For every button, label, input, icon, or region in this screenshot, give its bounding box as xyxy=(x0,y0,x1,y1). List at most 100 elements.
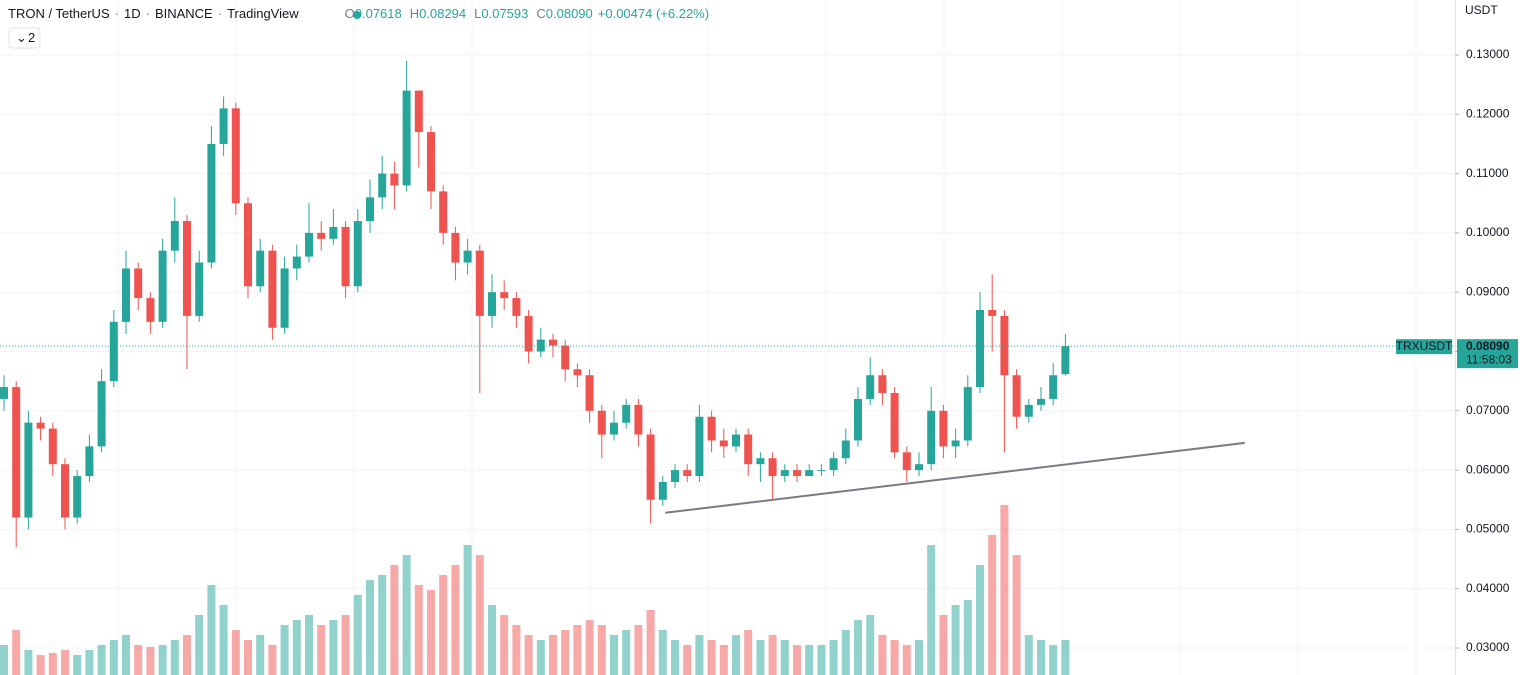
candle-body xyxy=(976,309,984,388)
collapse-button[interactable] xyxy=(8,27,41,49)
separator: · xyxy=(146,6,150,21)
candle-body xyxy=(1024,404,1033,417)
ohlc-value: 0.08090 xyxy=(546,6,593,21)
volume-bar xyxy=(183,635,191,675)
ohlc-key: L xyxy=(474,6,481,21)
candle-body xyxy=(988,309,997,316)
candle-body xyxy=(12,387,21,518)
volume-bar xyxy=(756,640,765,675)
ohlc-key: C xyxy=(536,6,545,21)
y-tick-label: 0.03000 xyxy=(1466,640,1510,654)
y-tick-label: 0.09000 xyxy=(1466,284,1510,298)
candle-body xyxy=(231,108,240,204)
candle-body xyxy=(817,470,826,472)
volume-bar xyxy=(122,635,130,675)
candle-body xyxy=(854,398,862,441)
candle-body xyxy=(414,90,423,133)
volume-bar xyxy=(195,615,204,675)
volume-bar xyxy=(573,625,582,675)
candle-body xyxy=(927,410,936,465)
volume-bar xyxy=(48,653,57,675)
header-part: TradingView xyxy=(227,6,299,21)
candle-body xyxy=(146,298,155,322)
y-tick-label: 0.04000 xyxy=(1466,581,1510,595)
volume-bar xyxy=(671,640,679,675)
candle-body xyxy=(1049,375,1058,399)
volume-bar xyxy=(793,645,801,675)
volume-bar xyxy=(585,620,594,675)
candle-body xyxy=(866,375,875,399)
volume-bar xyxy=(134,645,143,675)
volume-bar xyxy=(451,565,460,675)
volume-bar xyxy=(683,645,692,675)
candle-body xyxy=(219,108,228,144)
volume-bar xyxy=(1061,640,1070,675)
candle-body xyxy=(122,268,130,322)
volume-bar xyxy=(610,635,618,675)
volume-bar xyxy=(1012,555,1021,675)
header-part: BINANCE xyxy=(155,6,213,21)
volume-bar xyxy=(1000,505,1009,675)
candle-body xyxy=(280,268,289,328)
volume-bar xyxy=(0,645,8,675)
ohlc-value: 0.07618 xyxy=(355,6,402,21)
candle-body xyxy=(183,221,191,316)
candle-body xyxy=(780,470,789,477)
volume-bar xyxy=(805,645,814,675)
volume-bar xyxy=(1037,640,1045,675)
candle-body xyxy=(658,481,667,500)
price-badge-bg xyxy=(1457,339,1518,369)
candle-body xyxy=(841,440,850,459)
candle-body xyxy=(671,470,679,482)
candle-body xyxy=(695,416,704,477)
candle-body xyxy=(646,434,655,500)
candle-body xyxy=(951,440,960,447)
volume-bar xyxy=(231,630,240,675)
candle-body xyxy=(805,470,814,477)
candle-body xyxy=(732,434,740,447)
volume-bar xyxy=(292,620,301,675)
candle-body xyxy=(536,339,545,352)
volume-bar xyxy=(878,635,887,675)
volume-bar xyxy=(1024,635,1033,675)
candle-body xyxy=(573,369,582,376)
countdown: 11:58:03 xyxy=(1466,352,1512,366)
chevron: ⌄ xyxy=(16,30,27,45)
candle-body xyxy=(463,250,472,263)
collapse-count[interactable]: 2 xyxy=(28,30,35,45)
candle-body xyxy=(829,458,838,471)
volume-bar xyxy=(768,635,777,675)
candle-body xyxy=(524,315,533,352)
volume-bar xyxy=(24,650,33,675)
candle-body xyxy=(610,422,618,435)
volume-bar xyxy=(524,635,533,675)
volume-bar xyxy=(841,630,850,675)
ohlc-key: H xyxy=(410,6,419,21)
candle-body xyxy=(329,226,338,239)
y-tick-label: 0.07000 xyxy=(1466,403,1510,417)
candle-body xyxy=(902,452,911,471)
volume-bar xyxy=(951,605,960,675)
trendline xyxy=(665,441,1245,514)
volume-bar xyxy=(658,630,667,675)
candle-body xyxy=(451,232,460,263)
y-tick-label: 0.10000 xyxy=(1466,225,1510,239)
candle-body xyxy=(366,197,374,222)
candle-body xyxy=(719,440,728,447)
volume-bar xyxy=(915,640,923,675)
candle-body xyxy=(1061,346,1070,375)
candle-body xyxy=(158,250,167,322)
status-dot xyxy=(353,11,361,19)
candle-body xyxy=(768,458,777,477)
candle-body xyxy=(378,173,387,198)
volume-bar xyxy=(439,575,448,675)
ohlc-key: O xyxy=(345,6,355,21)
volume-bar xyxy=(207,585,216,675)
volume-bar xyxy=(463,545,472,675)
candle-body xyxy=(244,203,252,287)
candle-body xyxy=(317,232,326,239)
volume-bar xyxy=(414,585,423,675)
volume-bar xyxy=(488,605,496,675)
candle-body xyxy=(1037,398,1045,405)
candle-body xyxy=(561,345,570,370)
